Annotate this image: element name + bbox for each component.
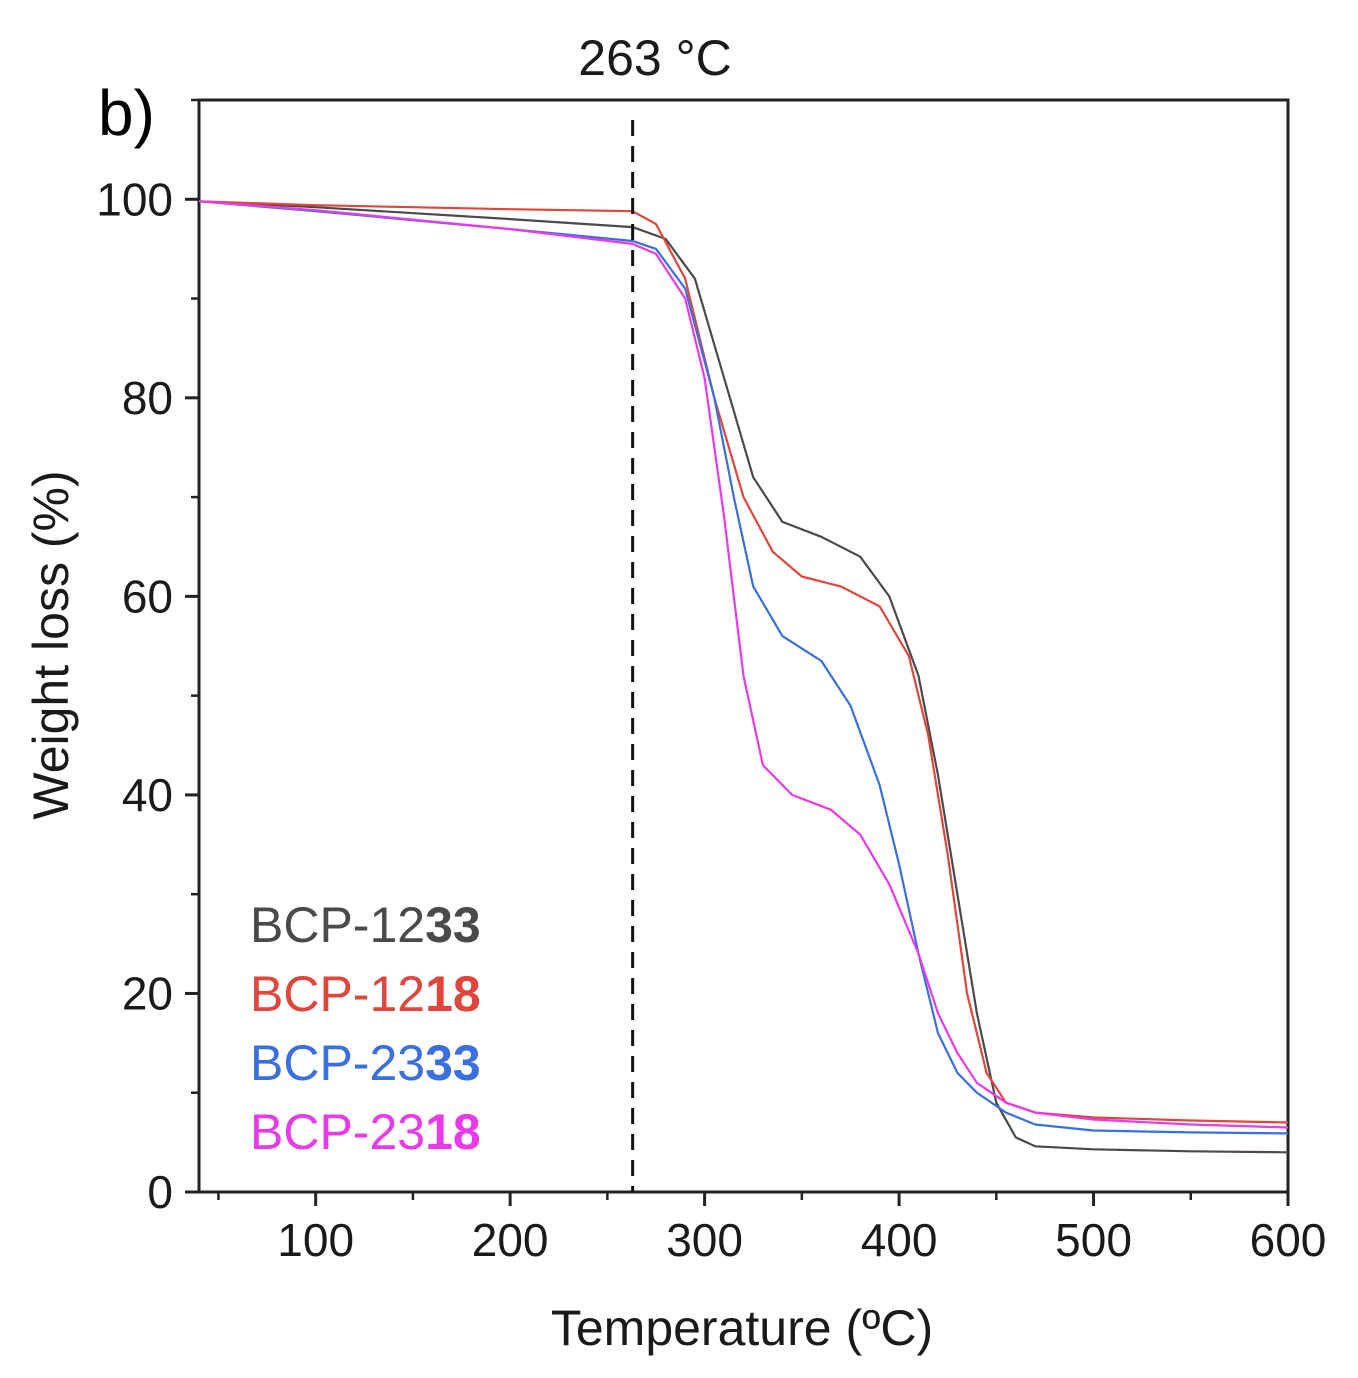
y-tick-label: 60 <box>122 570 173 622</box>
x-tick-label: 400 <box>861 1214 938 1266</box>
annotation-label: 263 °C <box>578 30 731 86</box>
legend-entry: BCP-1233 <box>250 897 481 953</box>
legend-entry: BCP-2333 <box>250 1035 481 1091</box>
x-axis-title: Temperature (ºC) <box>551 1300 933 1356</box>
y-tick-label: 80 <box>122 372 173 424</box>
x-tick-label: 300 <box>666 1214 743 1266</box>
series-line-BCP-1233 <box>198 200 1289 1154</box>
series-line-BCP-2318 <box>198 200 1289 1129</box>
y-tick-label: 40 <box>122 769 173 821</box>
y-axis-title: Weight loss (%) <box>23 470 79 819</box>
x-tick-label: 200 <box>472 1214 549 1266</box>
plot-area: 100 200 300 400 500 600 0 20 40 60 80 100 <box>96 98 1327 1266</box>
x-tick-label: 100 <box>277 1214 354 1266</box>
plot-frame <box>197 98 1290 1194</box>
x-tick-label: 500 <box>1055 1214 1132 1266</box>
y-tick-label: 0 <box>147 1166 173 1218</box>
legend: BCP-1233 BCP-1218 BCP-2333 BCP-2318 <box>250 897 481 1160</box>
y-axis-ticks: 0 20 40 60 80 100 <box>96 98 199 1218</box>
series-line-BCP-2333 <box>198 200 1289 1135</box>
x-axis-ticks: 100 200 300 400 500 600 <box>217 1192 1327 1266</box>
panel-label: b) <box>98 77 155 149</box>
x-tick-label: 600 <box>1250 1214 1327 1266</box>
y-tick-label: 20 <box>122 967 173 1019</box>
legend-entry: BCP-1218 <box>250 966 481 1022</box>
legend-entry: BCP-2318 <box>250 1104 481 1160</box>
series-layer <box>198 200 1289 1154</box>
y-tick-label: 100 <box>96 173 173 225</box>
